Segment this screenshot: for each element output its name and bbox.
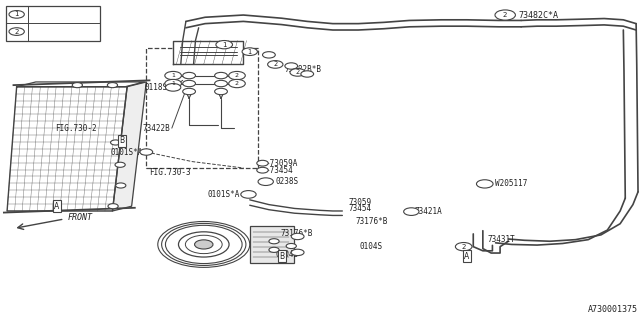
Text: -73454: -73454 [266, 166, 294, 175]
Circle shape [115, 162, 125, 167]
Text: B: B [279, 252, 284, 261]
Circle shape [269, 239, 279, 244]
Circle shape [242, 48, 257, 55]
Circle shape [214, 72, 227, 79]
Circle shape [165, 71, 181, 80]
Text: FIG.730-2: FIG.730-2 [55, 124, 97, 132]
Circle shape [179, 232, 229, 257]
Text: 73176*B: 73176*B [280, 229, 313, 238]
Text: 1: 1 [15, 12, 19, 17]
Bar [147, 49, 258, 168]
Circle shape [228, 79, 245, 88]
Text: 73422B: 73422B [142, 124, 170, 132]
Polygon shape [113, 82, 147, 211]
Circle shape [495, 10, 515, 20]
Circle shape [158, 221, 250, 268]
Circle shape [476, 180, 493, 188]
Circle shape [290, 68, 305, 76]
Circle shape [291, 249, 304, 256]
Circle shape [108, 83, 118, 88]
Text: 1: 1 [248, 49, 252, 55]
Text: 1: 1 [222, 42, 227, 48]
Text: 2: 2 [15, 28, 19, 35]
Circle shape [257, 167, 268, 173]
Text: A: A [54, 202, 60, 211]
Circle shape [182, 80, 195, 87]
Circle shape [140, 149, 153, 155]
Circle shape [268, 60, 283, 68]
Text: 2: 2 [296, 69, 300, 76]
Circle shape [165, 79, 181, 88]
Circle shape [241, 191, 256, 198]
Text: 0101S*A: 0101S*A [207, 190, 239, 199]
Circle shape [404, 208, 419, 215]
Bar [250, 226, 294, 263]
Bar [6, 6, 100, 41]
Circle shape [301, 71, 314, 77]
Text: Y26944: Y26944 [33, 27, 63, 36]
Circle shape [182, 72, 195, 79]
Circle shape [166, 225, 242, 264]
Text: 0101S*A: 0101S*A [110, 148, 143, 156]
Circle shape [195, 240, 213, 249]
Circle shape [214, 80, 227, 87]
Circle shape [9, 28, 24, 36]
Circle shape [214, 88, 227, 95]
Circle shape [108, 204, 118, 209]
Text: 2: 2 [235, 73, 239, 78]
Circle shape [257, 160, 268, 166]
Text: 0238S: 0238S [275, 177, 298, 186]
Text: 2: 2 [273, 61, 277, 68]
Text: 0118S: 0118S [145, 83, 168, 92]
Text: 73059: 73059 [349, 197, 372, 206]
Circle shape [228, 71, 245, 80]
Circle shape [9, 11, 24, 18]
Text: 2: 2 [503, 12, 508, 18]
Circle shape [258, 178, 273, 186]
Polygon shape [7, 87, 127, 211]
Text: W205117: W205117 [495, 180, 527, 188]
Text: 2: 2 [461, 244, 466, 250]
Circle shape [216, 41, 232, 49]
Text: 1: 1 [171, 73, 175, 78]
Text: FIG.732: FIG.732 [204, 254, 236, 263]
Circle shape [186, 235, 222, 254]
Text: A: A [464, 252, 470, 261]
Text: 73482B*B: 73482B*B [285, 65, 322, 74]
Text: 0104S: 0104S [275, 251, 298, 260]
Circle shape [72, 83, 83, 88]
Circle shape [262, 52, 275, 58]
Circle shape [286, 244, 296, 249]
Text: 0104S: 0104S [360, 242, 383, 251]
Polygon shape [17, 82, 145, 87]
Text: FRONT: FRONT [68, 213, 93, 222]
Text: 2: 2 [235, 81, 239, 86]
Text: 73454: 73454 [349, 204, 372, 213]
Text: 73176*B: 73176*B [355, 217, 387, 226]
Text: B: B [120, 136, 125, 145]
Text: A730001375: A730001375 [588, 305, 638, 314]
Text: -73059A: -73059A [266, 159, 298, 168]
Polygon shape [173, 41, 243, 64]
Circle shape [285, 63, 298, 69]
Circle shape [116, 183, 126, 188]
Circle shape [291, 233, 304, 240]
Text: 73176*A: 73176*A [33, 10, 68, 19]
Circle shape [111, 140, 121, 145]
Circle shape [456, 243, 472, 251]
Circle shape [269, 247, 279, 252]
Text: 73482C*A: 73482C*A [518, 11, 558, 20]
Text: FIG.730-3: FIG.730-3 [150, 168, 191, 177]
Circle shape [162, 223, 246, 266]
Circle shape [166, 84, 180, 91]
Text: 1: 1 [171, 81, 175, 86]
Text: 73431T: 73431T [487, 235, 515, 244]
Text: 73421A: 73421A [415, 207, 442, 216]
Circle shape [182, 88, 195, 95]
